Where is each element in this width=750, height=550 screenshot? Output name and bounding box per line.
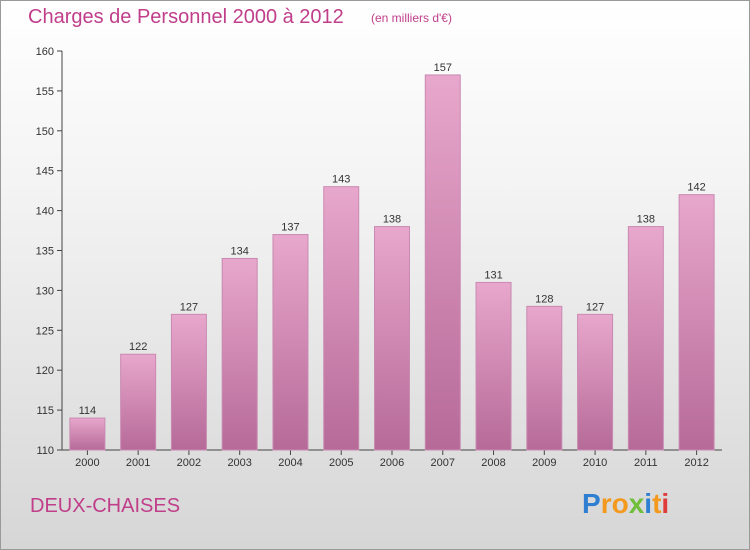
y-tick-label: 130: [36, 285, 54, 297]
data-label: 142: [687, 182, 705, 194]
bar-2006: [374, 226, 410, 451]
x-tick-label: 2012: [684, 457, 708, 469]
y-tick-label: 140: [36, 206, 54, 218]
bar-2003: [221, 257, 258, 451]
y-tick-label: 115: [36, 405, 54, 417]
bar-2008: [475, 281, 512, 451]
x-tick-label: 2007: [431, 457, 455, 469]
x-tick-label: 2001: [126, 457, 150, 469]
y-tick-label: 155: [36, 86, 54, 98]
x-tick-label: 2011: [634, 457, 658, 469]
x-tick-label: 2009: [532, 457, 556, 469]
y-tick-label: 110: [36, 445, 54, 457]
y-tick-label: 150: [36, 126, 54, 138]
data-label: 138: [383, 214, 401, 226]
data-label: 143: [332, 174, 350, 186]
x-tick-label: 2002: [177, 457, 201, 469]
data-label: 114: [79, 405, 97, 417]
bar-2009: [526, 305, 563, 451]
x-tick-label: 2006: [380, 457, 404, 469]
bar-2000: [69, 417, 106, 451]
data-label: 134: [231, 245, 249, 257]
bar-2011: [627, 226, 664, 451]
data-label: 128: [535, 293, 553, 305]
chart-axes: 110 115 120 125 130 135 140 145 150 155 160 2000 200…: [36, 46, 722, 469]
x-tick-label: 2003: [227, 457, 251, 469]
data-label: 137: [281, 222, 299, 234]
bar-2012: [678, 194, 715, 451]
x-tick-label: 2010: [583, 457, 607, 469]
bar-2001: [120, 353, 157, 451]
data-label: 157: [434, 62, 452, 74]
data-label: 138: [637, 214, 655, 226]
y-tick-label: 135: [36, 246, 54, 258]
chart-labels: 114 122 127 134 137 143 138 157 131 128 127 138 142: [79, 62, 706, 417]
y-tick-label: 160: [36, 46, 54, 58]
city-name: DEUX-CHAISES: [30, 495, 181, 517]
y-tick-label: 125: [36, 325, 54, 337]
y-tick-label: 120: [36, 365, 54, 377]
chart-bars: [69, 74, 715, 451]
y-tick-label: 145: [36, 166, 54, 178]
x-tick-label: 2000: [75, 457, 99, 469]
bar-2004: [272, 234, 309, 451]
data-label: 122: [129, 341, 147, 353]
data-label: 127: [586, 301, 604, 313]
chart-title: Charges de Personnel 2000 à 2012: [28, 6, 344, 28]
data-label: 127: [180, 301, 198, 313]
bar-2005: [323, 186, 360, 451]
chart-subtitle: (en milliers d'€): [371, 11, 452, 25]
x-tick-label: 2005: [329, 457, 353, 469]
data-label: 131: [484, 269, 502, 281]
bar-2007: [424, 74, 461, 451]
x-tick-label: 2004: [278, 457, 302, 469]
bar-2002: [170, 313, 207, 451]
x-tick-label: 2008: [481, 457, 505, 469]
proxiti-logo: Proxiti: [582, 488, 670, 519]
bar-2010: [577, 313, 614, 451]
